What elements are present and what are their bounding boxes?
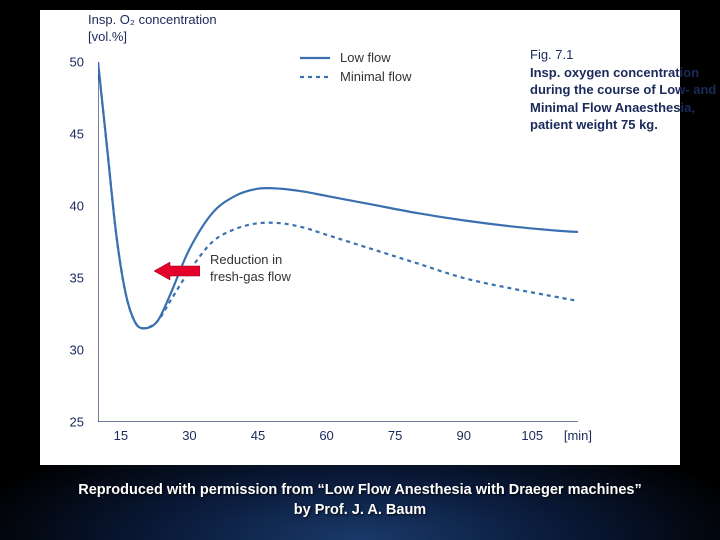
credit-line1: Reproduced with permission from “Low Flo… [0, 480, 720, 500]
legend-swatch-solid [300, 51, 330, 65]
annotation-line2: fresh-gas flow [210, 269, 291, 286]
legend-swatch-dashed [300, 70, 330, 84]
credit-line2: by Prof. J. A. Baum [0, 500, 720, 520]
y-tick-label: 30 [60, 343, 84, 358]
series-line [98, 62, 578, 328]
x-tick-label: 75 [388, 428, 402, 443]
legend-item-low-flow: Low flow [300, 50, 412, 65]
legend-label-low-flow: Low flow [340, 50, 391, 65]
annotation-line1: Reduction in [210, 252, 291, 269]
y-tick-label: 25 [60, 415, 84, 430]
legend-item-minimal-flow: Minimal flow [300, 69, 412, 84]
line-chart [98, 62, 578, 422]
x-tick-label: 90 [456, 428, 470, 443]
series-line [98, 62, 578, 328]
x-tick-label: 60 [319, 428, 333, 443]
y-axis-title-line1: Insp. O₂ concentration [88, 12, 217, 29]
figure-number: Fig. 7.1 [530, 46, 718, 64]
chart-panel: Insp. O₂ concentration [vol.%] 25 30 35 40 4… [40, 10, 680, 465]
y-tick-label: 50 [60, 55, 84, 70]
chart-legend: Low flow Minimal flow [300, 50, 412, 88]
y-tick-label: 45 [60, 127, 84, 142]
reduction-arrow-icon [154, 260, 200, 287]
legend-label-minimal-flow: Minimal flow [340, 69, 412, 84]
figure-caption: Fig. 7.1 Insp. oxygen concentration duri… [530, 46, 718, 134]
y-tick-label: 35 [60, 271, 84, 286]
y-tick-label: 40 [60, 199, 84, 214]
y-axis-title-line2: [vol.%] [88, 29, 217, 46]
y-axis-ticks: 253035404550 [60, 62, 84, 422]
x-axis-unit: [min] [564, 428, 592, 443]
credit-text: Reproduced with permission from “Low Flo… [0, 480, 720, 521]
x-tick-label: 15 [114, 428, 128, 443]
x-tick-label: 45 [251, 428, 265, 443]
figure-text: Insp. oxygen concentration during the co… [530, 64, 718, 134]
x-tick-label: 105 [521, 428, 543, 443]
reduction-annotation: Reduction in fresh-gas flow [210, 252, 291, 286]
x-tick-label: 30 [182, 428, 196, 443]
y-axis-title: Insp. O₂ concentration [vol.%] [88, 12, 217, 46]
